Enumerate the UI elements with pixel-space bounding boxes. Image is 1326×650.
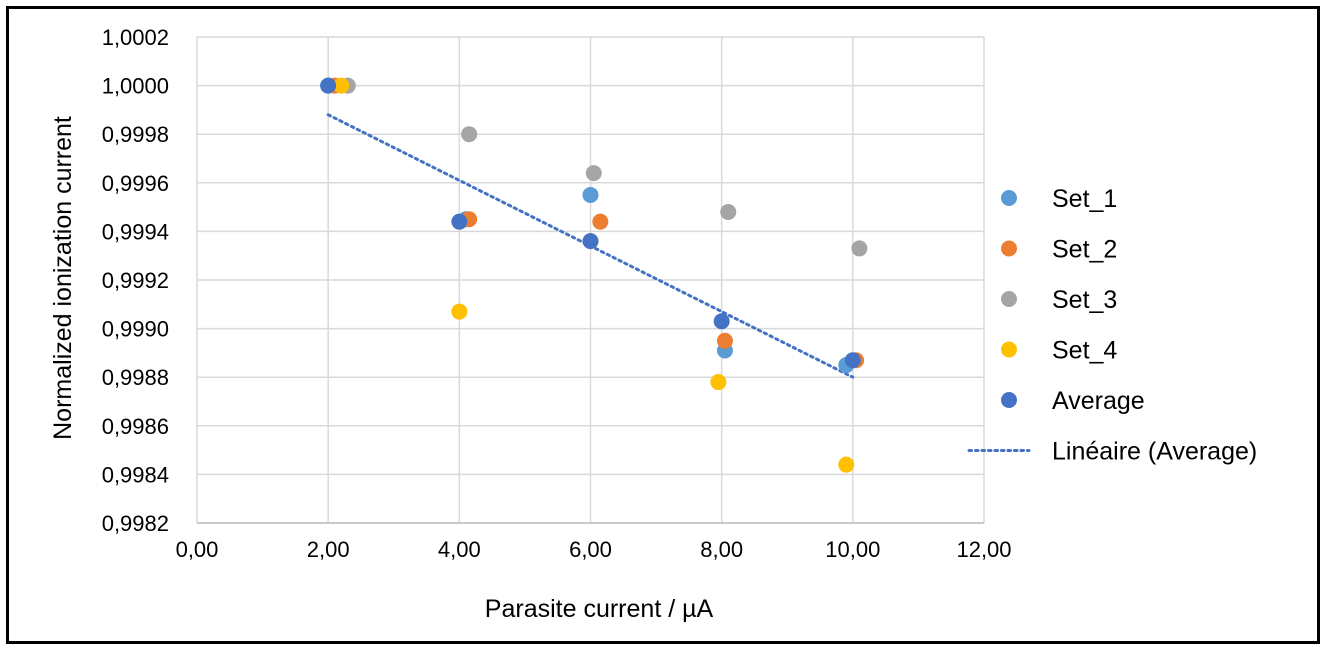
- x-tick-label: 4,00: [438, 537, 481, 562]
- y-tick-labels: 1,0002 1,0000 0,9998 0,9996 0,9994 0,9992 0,99…: [102, 25, 169, 536]
- y-tick-label: 1,0000: [102, 74, 169, 99]
- legend-label: Set_4: [1052, 337, 1117, 365]
- x-tick-label: 2,00: [307, 537, 350, 562]
- x-tick-label: 0,00: [176, 537, 219, 562]
- chart-frame: 0,00 2,00 4,00 6,00 8,00 10,00 12,00 1,0002 1,0…: [6, 6, 1320, 644]
- y-tick-label: 0,9990: [102, 317, 169, 342]
- y-axis-label: Normalized ionization current: [49, 116, 77, 440]
- legend-marker-set-4: [1001, 341, 1017, 358]
- point-set-4: [333, 77, 350, 94]
- data-points: [320, 77, 868, 473]
- x-tick-labels: 0,00 2,00 4,00 6,00 8,00 10,00 12,00: [176, 537, 1012, 562]
- y-tick-label: 0,9988: [102, 365, 169, 390]
- grid: [196, 36, 985, 524]
- legend-marker-set-1: [1001, 190, 1017, 206]
- y-tick-label: 0,9984: [102, 462, 169, 487]
- x-tick-label: 6,00: [569, 537, 612, 562]
- point-average: [713, 313, 730, 330]
- legend-label: Set_3: [1052, 286, 1117, 314]
- legend-label: Set_1: [1052, 185, 1117, 213]
- point-average: [844, 352, 861, 369]
- point-set-3: [585, 165, 602, 182]
- point-set-3: [851, 240, 868, 257]
- legend-marker-set-3: [1001, 291, 1017, 307]
- x-tick-label: 10,00: [825, 537, 880, 562]
- legend-label: Average: [1052, 387, 1145, 415]
- point-set-3: [720, 203, 737, 220]
- legend-marker-set-2: [1001, 240, 1017, 257]
- legend-marker-average: [1001, 392, 1017, 408]
- legend: Set_1 Set_2 Set_3 Set_4 Average Linéaire (Ave…: [967, 185, 1257, 466]
- point-set-1: [582, 186, 599, 203]
- point-set-4: [710, 374, 727, 391]
- point-set-2: [716, 332, 733, 349]
- y-tick-label: 0,9998: [102, 122, 169, 147]
- y-tick-label: 1,0002: [102, 25, 169, 50]
- y-tick-label: 0,9996: [102, 171, 169, 196]
- y-tick-label: 0,9994: [102, 219, 169, 244]
- x-axis-label: Parasite current / µA: [485, 595, 714, 623]
- x-tick-label: 8,00: [700, 537, 743, 562]
- point-set-4: [838, 456, 855, 473]
- x-tick-label: 12,00: [956, 537, 1011, 562]
- y-tick-label: 0,9986: [102, 414, 169, 439]
- point-average: [320, 77, 337, 94]
- scatter-chart: 0,00 2,00 4,00 6,00 8,00 10,00 12,00 1,00021,0…: [49, 25, 1257, 623]
- point-average: [582, 233, 599, 250]
- point-set-2: [592, 213, 609, 230]
- point-average: [451, 213, 468, 230]
- point-set-3: [461, 126, 478, 143]
- y-tick-label: 0,9982: [102, 511, 169, 536]
- point-set-4: [451, 303, 468, 320]
- legend-label: Set_2: [1052, 236, 1117, 264]
- legend-label-trendline: Linéaire (Average): [1052, 438, 1257, 466]
- y-tick-label: 0,9992: [102, 268, 169, 293]
